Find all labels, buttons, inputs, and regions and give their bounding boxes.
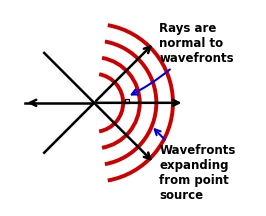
Text: Wavefronts
expanding
from point
source: Wavefronts expanding from point source: [155, 129, 236, 202]
Text: Rays are
normal to
wavefronts: Rays are normal to wavefronts: [132, 22, 234, 95]
